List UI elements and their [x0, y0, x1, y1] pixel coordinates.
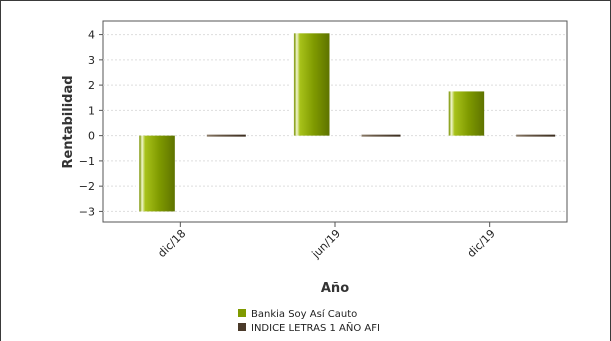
bar-series-1-dic-19 — [516, 134, 556, 137]
y-tick-label: −1 — [79, 155, 95, 168]
gridlines — [103, 34, 567, 212]
x-axis-title: Año — [321, 281, 349, 296]
bar-series-0-dic-19 — [445, 91, 485, 136]
y-tick-label: 0 — [88, 130, 95, 143]
legend-swatch-series-1 — [238, 323, 246, 331]
legend-swatch-series-0 — [238, 309, 246, 317]
y-tick-label: −3 — [79, 205, 95, 218]
y-tick-label: −2 — [79, 180, 95, 193]
plot-area — [102, 20, 568, 223]
legend-item-series-1: INDICE LETRAS 1 AÑO AFI — [238, 321, 380, 334]
x-tick-label: dic/18 — [155, 227, 188, 260]
x-tick-label: jun/19 — [309, 227, 343, 261]
bars — [135, 33, 556, 212]
y-axis-ticks: 4 3 2 1 0 −1 −2 −3 — [79, 29, 103, 218]
y-axis-title: Rentabilidad — [61, 75, 76, 168]
bar-series-1-jun-19 — [361, 134, 401, 137]
legend: Bankia Soy Así Cauto INDICE LETRAS 1 AÑO… — [238, 308, 380, 334]
y-tick-label: 4 — [88, 29, 95, 42]
bar-series-1-dic-18 — [206, 134, 246, 137]
x-tick-label: dic/19 — [465, 227, 498, 260]
y-tick-label: 2 — [88, 79, 95, 92]
bar-series-0-jun-19 — [290, 33, 330, 136]
bar-series-0-dic-18 — [135, 135, 175, 212]
legend-label-series-1: INDICE LETRAS 1 AÑO AFI — [251, 321, 380, 334]
y-tick-label: 3 — [88, 54, 95, 67]
legend-item-series-0: Bankia Soy Así Cauto — [238, 308, 357, 320]
legend-label-series-0: Bankia Soy Así Cauto — [251, 308, 357, 320]
x-axis-ticks: dic/18 jun/19 dic/19 — [155, 222, 498, 261]
y-tick-label: 1 — [88, 104, 95, 117]
